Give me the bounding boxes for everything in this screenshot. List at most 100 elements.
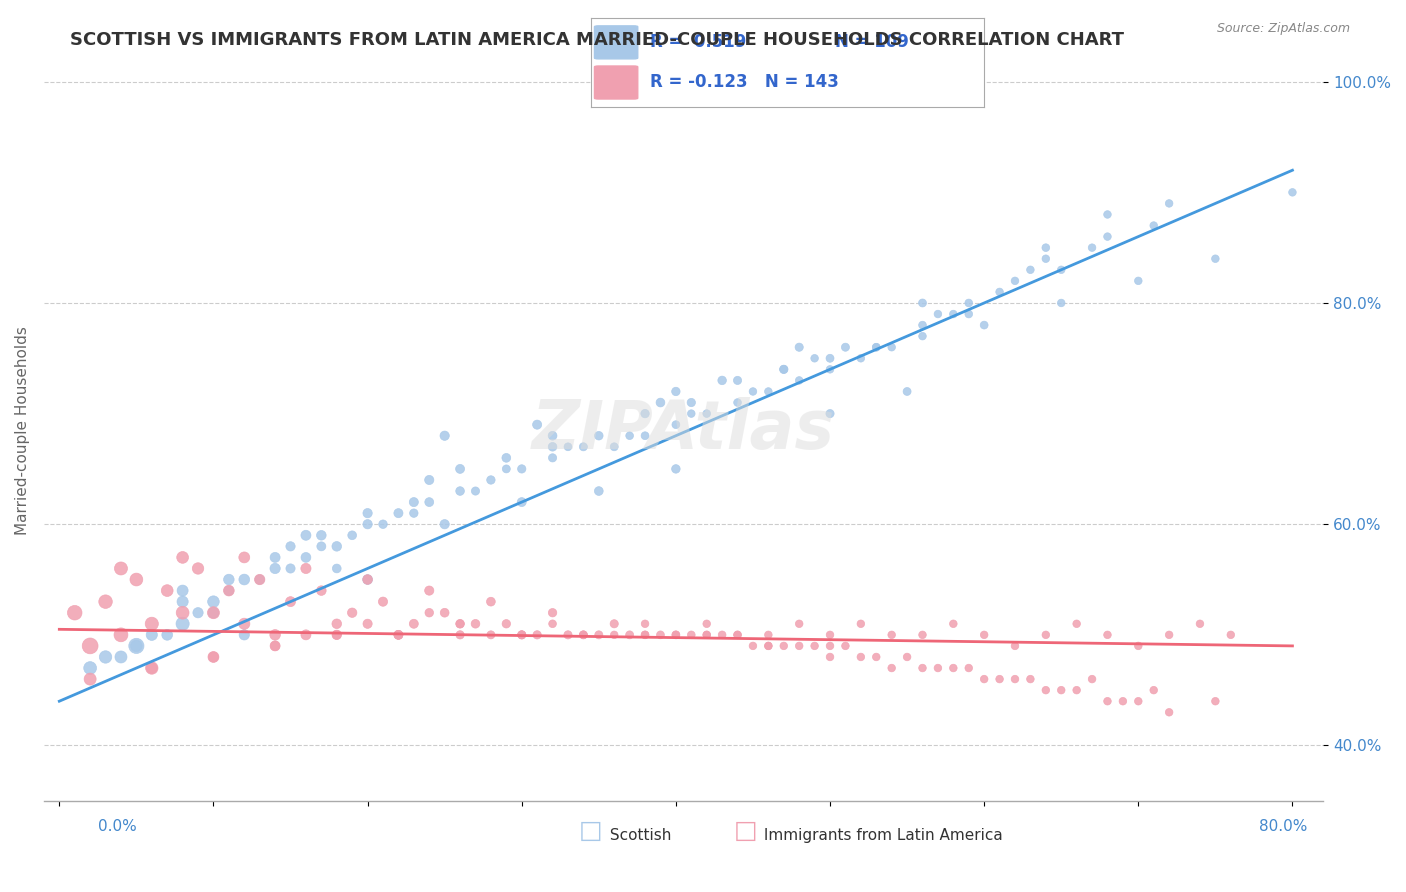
Point <box>603 616 626 631</box>
Point <box>125 639 148 653</box>
Point <box>1066 616 1088 631</box>
Point <box>63 606 86 620</box>
Text: N = 109: N = 109 <box>835 33 908 51</box>
Point <box>572 628 595 642</box>
Point <box>818 628 841 642</box>
Point <box>1097 628 1119 642</box>
Point <box>110 628 132 642</box>
Point <box>988 672 1011 686</box>
Point <box>849 351 872 366</box>
Point <box>665 628 688 642</box>
Point <box>696 628 718 642</box>
Point <box>896 650 918 665</box>
Point <box>387 506 409 520</box>
Point <box>911 628 934 642</box>
Point <box>1219 628 1241 642</box>
Point <box>479 628 502 642</box>
Text: Source: ZipAtlas.com: Source: ZipAtlas.com <box>1216 22 1350 36</box>
Point <box>803 639 825 653</box>
Point <box>295 550 318 565</box>
Point <box>834 340 856 354</box>
Point <box>803 351 825 366</box>
Point <box>1066 683 1088 698</box>
Point <box>727 395 749 409</box>
Point <box>1128 694 1150 708</box>
Point <box>634 407 657 421</box>
Point <box>172 606 194 620</box>
Point <box>1097 229 1119 244</box>
Point <box>572 628 595 642</box>
Point <box>541 450 564 465</box>
Point <box>264 550 287 565</box>
Point <box>634 616 657 631</box>
Point <box>479 473 502 487</box>
Point <box>311 583 333 598</box>
Point <box>1035 683 1057 698</box>
Point <box>787 639 810 653</box>
Point <box>202 650 225 665</box>
Point <box>1081 672 1104 686</box>
Point <box>696 616 718 631</box>
Point <box>449 462 471 476</box>
Point <box>94 595 117 609</box>
Point <box>79 639 101 653</box>
Point <box>79 661 101 675</box>
Point <box>1050 683 1073 698</box>
Point <box>1097 694 1119 708</box>
Y-axis label: Married-couple Households: Married-couple Households <box>15 326 30 534</box>
Point <box>418 583 440 598</box>
Point <box>280 539 302 553</box>
Point <box>818 639 841 653</box>
Point <box>772 362 794 376</box>
Point <box>326 539 349 553</box>
Point <box>510 628 533 642</box>
Point <box>280 595 302 609</box>
Point <box>1143 219 1166 233</box>
Point <box>1004 672 1026 686</box>
Point <box>742 639 765 653</box>
Point <box>1004 274 1026 288</box>
Point <box>233 616 256 631</box>
Point <box>911 661 934 675</box>
Point <box>1050 296 1073 310</box>
Point <box>387 628 409 642</box>
Point <box>665 417 688 432</box>
Point <box>464 616 486 631</box>
Point <box>526 417 548 432</box>
Point <box>356 616 378 631</box>
Point <box>356 573 378 587</box>
Point <box>218 583 240 598</box>
Text: □: □ <box>734 819 756 843</box>
Point <box>957 661 980 675</box>
Point <box>280 561 302 575</box>
Point <box>187 606 209 620</box>
Point <box>957 307 980 321</box>
Point <box>756 639 779 653</box>
Point <box>495 462 517 476</box>
FancyBboxPatch shape <box>595 26 638 59</box>
Text: 0.0%: 0.0% <box>98 819 138 834</box>
Point <box>79 672 101 686</box>
Point <box>418 473 440 487</box>
Point <box>371 517 394 532</box>
Point <box>418 495 440 509</box>
Point <box>1128 274 1150 288</box>
Point <box>742 384 765 399</box>
Point <box>172 583 194 598</box>
Point <box>141 616 163 631</box>
Point <box>727 373 749 387</box>
Point <box>340 606 363 620</box>
Point <box>988 285 1011 299</box>
Point <box>865 340 887 354</box>
Point <box>264 639 287 653</box>
Point <box>834 639 856 653</box>
Point <box>911 296 934 310</box>
Point <box>1159 706 1181 720</box>
Point <box>588 628 610 642</box>
Point <box>202 595 225 609</box>
Point <box>387 628 409 642</box>
Point <box>1128 639 1150 653</box>
Text: SCOTTISH VS IMMIGRANTS FROM LATIN AMERICA MARRIED-COUPLE HOUSEHOLDS CORRELATION : SCOTTISH VS IMMIGRANTS FROM LATIN AMERIC… <box>70 31 1125 49</box>
Point <box>418 606 440 620</box>
Point <box>942 661 965 675</box>
